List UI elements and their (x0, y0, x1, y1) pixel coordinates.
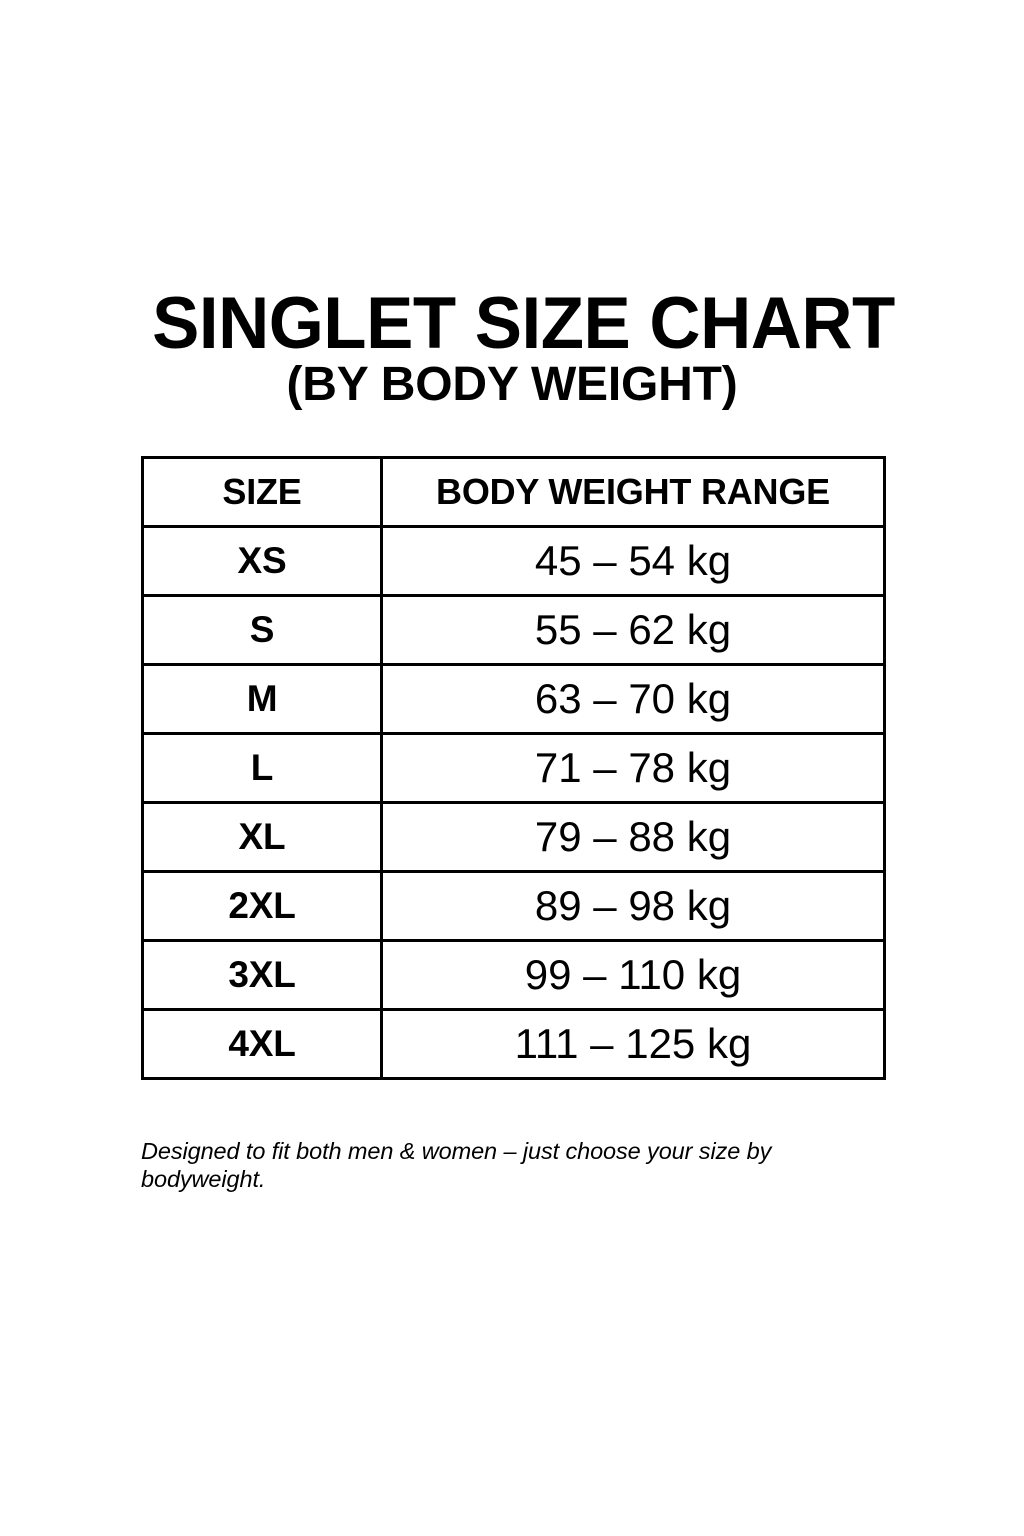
table-row: M 63 – 70 kg (141, 663, 886, 735)
cell-size: S (141, 594, 383, 666)
size-chart-table: SIZE BODY WEIGHT RANGE XS 45 – 54 kg S 5… (141, 456, 886, 1080)
cell-range: 55 – 62 kg (380, 594, 886, 666)
cell-range: 89 – 98 kg (380, 870, 886, 942)
cell-range: 71 – 78 kg (380, 732, 886, 804)
cell-range: 45 – 54 kg (380, 525, 886, 597)
heading-block: SINGLET SIZE CHART (BY BODY WEIGHT) (141, 283, 895, 411)
page-subtitle: (BY BODY WEIGHT) (286, 358, 738, 411)
size-table-container: SIZE BODY WEIGHT RANGE XS 45 – 54 kg S 5… (141, 456, 886, 1080)
cell-size: L (141, 732, 383, 804)
table-header-row: SIZE BODY WEIGHT RANGE (141, 456, 886, 528)
cell-range: 79 – 88 kg (380, 801, 886, 873)
table-row: 3XL 99 – 110 kg (141, 939, 886, 1011)
page-title: SINGLET SIZE CHART (152, 283, 895, 364)
column-header-body-weight-range: BODY WEIGHT RANGE (380, 456, 886, 528)
cell-range: 63 – 70 kg (380, 663, 886, 735)
table-row: L 71 – 78 kg (141, 732, 886, 804)
footnote-text: Designed to fit both men & women – just … (141, 1138, 772, 1192)
cell-size: XL (141, 801, 383, 873)
cell-size: 2XL (141, 870, 383, 942)
cell-size: XS (141, 525, 383, 597)
table-row: XS 45 – 54 kg (141, 525, 886, 597)
table-row: S 55 – 62 kg (141, 594, 886, 666)
cell-size: M (141, 663, 383, 735)
table-row: XL 79 – 88 kg (141, 801, 886, 873)
column-header-size: SIZE (141, 456, 383, 528)
cell-size: 3XL (141, 939, 383, 1011)
table-row: 2XL 89 – 98 kg (141, 870, 886, 942)
cell-range: 99 – 110 kg (380, 939, 886, 1011)
table-row: 4XL 111 – 125 kg (141, 1008, 886, 1080)
cell-range: 111 – 125 kg (380, 1008, 886, 1080)
cell-size: 4XL (141, 1008, 383, 1080)
